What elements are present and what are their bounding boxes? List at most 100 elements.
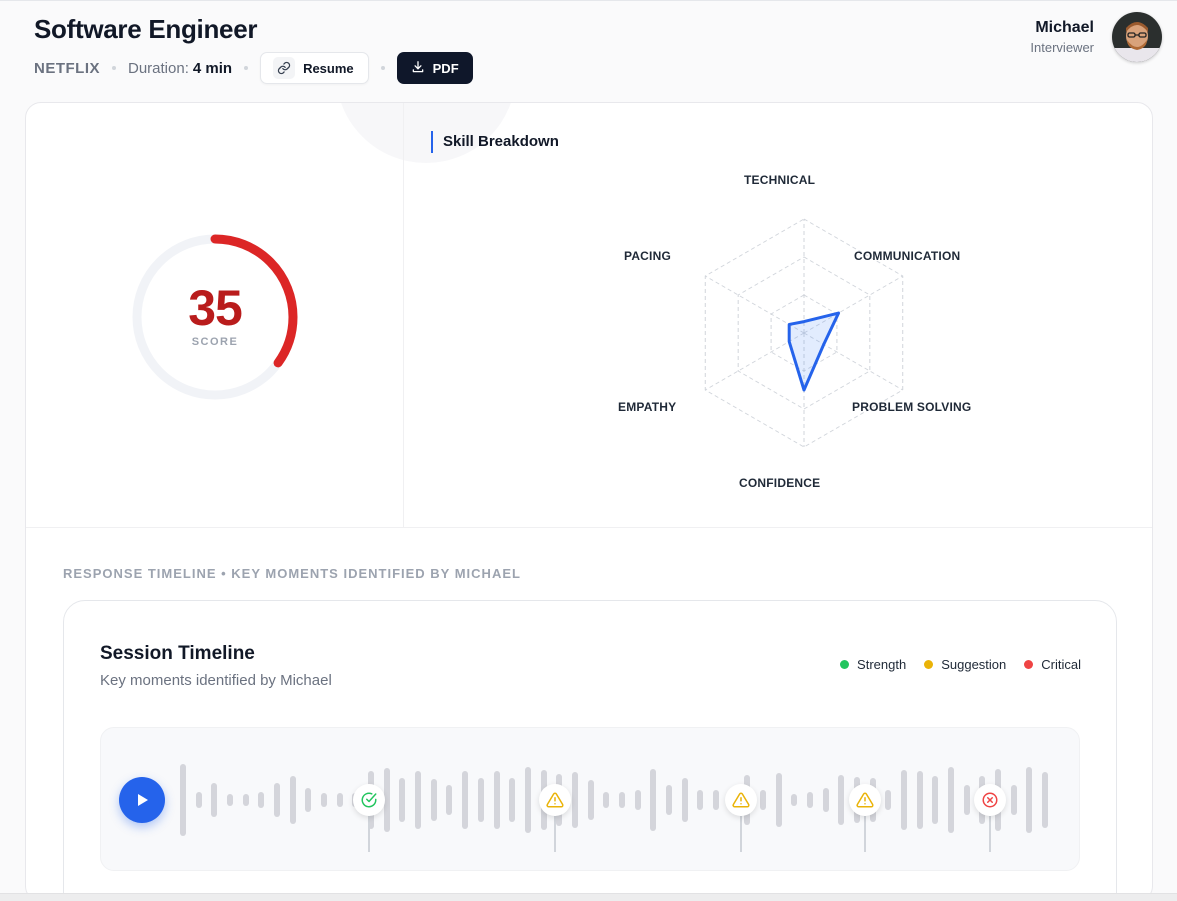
resume-button[interactable]: Resume (260, 52, 369, 84)
waveform-bar (603, 792, 610, 808)
waveform-bar (1026, 767, 1033, 833)
top-border (0, 0, 1177, 1)
waveform-bar (274, 783, 280, 817)
meta-row: NETFLIX Duration: 4 min Resume PDF (34, 52, 473, 84)
waveform-bar (336, 793, 343, 807)
radar-axis-label-pacing: PACING (624, 249, 671, 263)
legend-dot-strength (840, 660, 850, 669)
waveform-bar (963, 785, 970, 815)
duration-value: 4 min (192, 59, 233, 77)
waveform-bar (477, 778, 484, 822)
legend-critical: Critical (1024, 657, 1081, 672)
waveform-bar (587, 780, 594, 820)
waveform-bar (321, 793, 328, 807)
radar-grid-ring-3 (704, 218, 904, 448)
company-name: NETFLIX (34, 59, 100, 77)
waveform-bar (775, 773, 782, 827)
waveform-bar (759, 790, 766, 810)
legend-dot-suggestion (924, 660, 934, 669)
waveform-bar (211, 783, 218, 817)
waveform-bar (1010, 785, 1017, 815)
warning-icon (546, 792, 564, 808)
avatar[interactable] (1112, 12, 1162, 62)
radar-axis-line (803, 332, 903, 391)
marker-stem (368, 816, 370, 852)
separator-dot (380, 66, 385, 70)
radar-axis-label-communication: COMMUNICATION (854, 249, 961, 263)
waveform-bar (681, 778, 688, 822)
resume-button-label: Resume (303, 60, 354, 76)
response-timeline-label: RESPONSE TIMELINE • KEY MOMENTS IDENTIFI… (63, 566, 521, 581)
waveform-bar (900, 770, 907, 830)
horizontal-divider (26, 527, 1152, 528)
score-ring (132, 234, 298, 400)
vertical-divider (403, 103, 404, 527)
timeline-marker-critical[interactable] (974, 784, 1006, 816)
interviewer-role: Interviewer (1030, 40, 1094, 55)
marker-stem (554, 816, 556, 852)
waveform-bar (932, 776, 939, 824)
separator-dot (244, 66, 249, 70)
bottom-bar (0, 893, 1177, 901)
waveform-bar (195, 792, 202, 808)
timeline-marker-strength[interactable] (353, 784, 385, 816)
waveform-bar (712, 790, 719, 810)
radar-svg (704, 218, 904, 448)
marker-stem (740, 816, 742, 852)
waveform-bar (822, 788, 829, 812)
page-header: Software Engineer NETFLIX Duration: 4 mi… (34, 12, 1162, 94)
waveform-bar (415, 771, 422, 829)
timeline-legend: Strength Suggestion Critical (840, 657, 1081, 672)
play-icon (138, 794, 148, 806)
skill-breakdown-title: Skill Breakdown (431, 131, 559, 153)
separator-dot (112, 66, 116, 70)
legend-suggestion: Suggestion (924, 657, 1006, 672)
warning-icon (732, 792, 750, 808)
waveform-bar (493, 771, 500, 829)
waveform-bar (838, 775, 845, 825)
radar-axis-label-confidence: CONFIDENCE (739, 476, 821, 490)
waveform-bar (791, 794, 798, 806)
waveform-bar (665, 785, 672, 815)
score-label: SCORE (191, 336, 239, 348)
radar-axis-line (705, 332, 805, 391)
interviewer-profile: Michael Interviewer (1030, 12, 1162, 62)
score-gauge: 35 SCORE (127, 229, 303, 405)
waveform-bar (305, 788, 312, 812)
waveform-bar (885, 790, 892, 810)
skill-radar-chart: TECHNICAL COMMUNICATION PROBLEM SOLVING … (586, 165, 971, 505)
audio-player (100, 727, 1080, 871)
waveform-bar (806, 792, 813, 808)
waveform-bar (618, 792, 625, 808)
waveform-bar (446, 785, 453, 815)
waveform-bar (462, 771, 469, 829)
marker-stem (989, 816, 991, 852)
score-value: 35 (188, 280, 243, 336)
download-icon (411, 60, 425, 77)
waveform-bar (948, 767, 954, 833)
waveform-bar (399, 778, 406, 822)
timeline-marker-suggestion[interactable] (539, 784, 571, 816)
waveform-bar (383, 768, 390, 832)
waveform-bar (227, 794, 233, 806)
legend-dot-critical (1024, 660, 1034, 669)
warning-icon (856, 792, 874, 808)
timeline-marker-suggestion[interactable] (725, 784, 757, 816)
waveform-bar (258, 792, 265, 808)
timeline-marker-suggestion[interactable] (849, 784, 881, 816)
session-timeline-title: Session Timeline (100, 643, 255, 664)
waveform-bar (697, 790, 704, 810)
play-button[interactable] (119, 777, 165, 823)
waveform-bar (430, 779, 437, 821)
radar-axis-label-problem-solving: PROBLEM SOLVING (852, 400, 972, 414)
waveform-bar (916, 771, 923, 829)
report-card: 35 SCORE Skill Breakdown TECHNICAL COMMU… (25, 102, 1153, 901)
duration-label: Duration: (128, 59, 189, 77)
waveform-bar (180, 764, 186, 836)
radar-axis-line (803, 275, 903, 334)
page-title: Software Engineer (34, 14, 258, 44)
score-arc (132, 234, 298, 400)
legend-label-strength: Strength (857, 657, 907, 672)
pdf-download-button[interactable]: PDF (396, 52, 473, 84)
waveform-bar (524, 767, 531, 833)
